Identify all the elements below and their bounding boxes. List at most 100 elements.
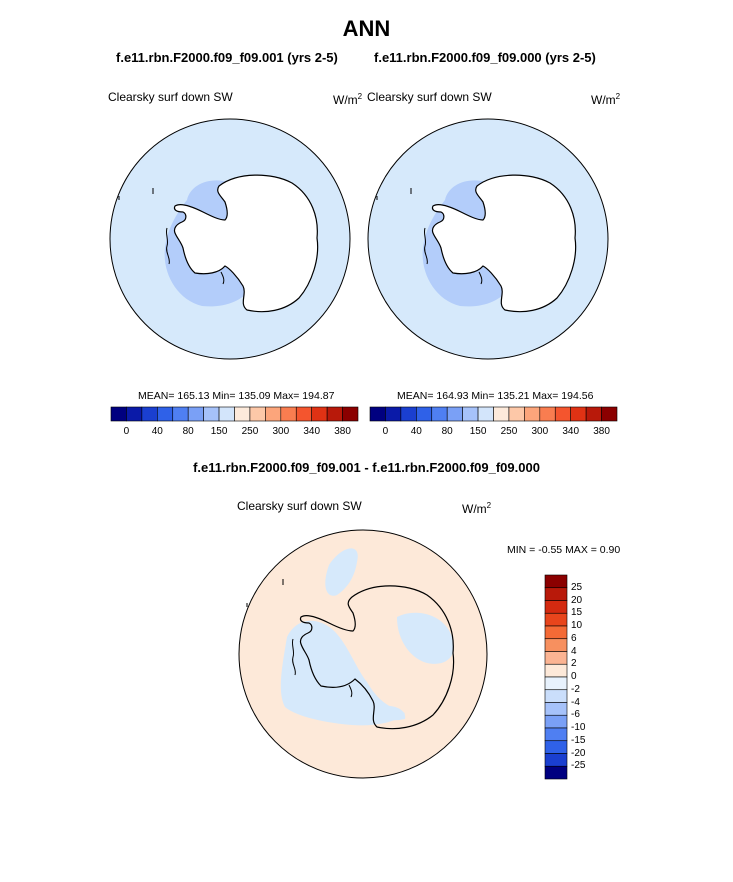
panel-2-colorbar-box	[462, 406, 479, 422]
panel-1-peninsula	[165, 227, 170, 265]
diff-title: f.e11.rbn.F2000.f09_f09.001 - f.e11.rbn.…	[193, 460, 540, 475]
panel-1-colorbar-tick-label: 250	[241, 426, 259, 437]
diff-units-base: W/m	[462, 502, 487, 516]
panel-2-colorbar-box	[570, 406, 587, 422]
panel-2-colorbar-box	[524, 406, 541, 422]
diff-colorbar-box	[544, 714, 568, 729]
panel-2-case-title: f.e11.rbn.F2000.f09_f09.000 (yrs 2-5)	[374, 50, 596, 65]
diff-colorbar-box	[544, 740, 568, 754]
panel-1-colorbar-tick-label: 0	[123, 426, 130, 437]
panel-1-island	[118, 188, 225, 285]
panel-2-colorbar-tick-label: 340	[562, 426, 580, 437]
panel-2-colorbar-labels: 0 40 80 150 250 300 340 380	[370, 426, 617, 440]
diff-colorbar-box	[544, 587, 568, 601]
panel-1-colorbar-box	[218, 406, 235, 422]
panel-2-antarctica	[431, 174, 577, 313]
panel-1-stats: MEAN= 165.13 Min= 135.09 Max= 194.87	[138, 390, 335, 402]
diff-colorbar-box	[544, 651, 568, 665]
panel-1-colorbar-box	[342, 406, 359, 422]
diff-patch-west	[280, 620, 405, 726]
diff-colorbar-tick-label: 2	[571, 658, 577, 670]
panel-2-colorbar-tick-label: 150	[469, 426, 487, 437]
diff-colorbar-box	[544, 625, 568, 640]
panel-1-colorbar-tick-label: 40	[151, 426, 163, 437]
diff-colorbar-tick-label: -10	[571, 722, 586, 733]
panel-2-colorbar-box	[369, 406, 386, 422]
diff-units-exp: 2	[486, 501, 492, 510]
panel-2-colorbar-box	[431, 406, 448, 422]
panel-2-colorbar-box	[385, 406, 402, 422]
panel-2-colorbar-box	[493, 406, 510, 422]
diff-colorbar-tick-label: 0	[571, 671, 577, 682]
diff-colorbar-tick-label: -15	[571, 734, 586, 746]
panel-1-colorbar-box	[249, 406, 266, 422]
diff-colorbar-box	[544, 702, 568, 716]
panel-1-units-exp: 2	[357, 92, 363, 101]
panel-2-colorbar-box	[585, 406, 602, 422]
diff-peninsula	[291, 638, 296, 676]
diff-colorbar-tick-label: -4	[571, 696, 580, 708]
panel-2-units-base: W/m	[591, 93, 616, 107]
panel-2-colorbar-tick-label: 40	[410, 426, 422, 437]
diff-ocean	[238, 529, 488, 779]
panel-2-colorbar-box	[508, 406, 525, 422]
panel-1-colorbar-tick-label: 340	[303, 426, 321, 437]
diff-colorbar-box	[544, 663, 568, 678]
diff-patch-south	[376, 705, 406, 721]
diff-colorbar-labels: 25 20 15 10 6 4 2 0 -2 -4 -6 -10 -15 -20 -25	[571, 575, 611, 779]
diff-colorbar-tick-label: -2	[571, 683, 580, 695]
panel-1-colorbar-box	[157, 406, 174, 422]
panel-2-colorbar-tick-label: 250	[500, 426, 518, 437]
panel-1-colorbar-box	[280, 406, 297, 422]
panel-1-colorbar-box	[326, 406, 343, 422]
diff-antarctica	[299, 585, 455, 730]
panel-2-units-label: W/m2	[591, 92, 620, 107]
diff-colorbar-box	[544, 676, 568, 691]
panel-1-colorbar-tick-label: 380	[334, 426, 351, 437]
panel-2-units-exp: 2	[615, 92, 621, 101]
diff-colorbar-box	[544, 600, 568, 614]
diff-colorbar-box	[544, 574, 568, 589]
diff-patch-north	[325, 548, 358, 596]
panel-1-colorbar-box	[187, 406, 204, 422]
panel-2-peninsula	[423, 227, 428, 265]
diff-variable-label: Clearsky surf down SW	[237, 499, 362, 513]
panel-1-variable-label: Clearsky surf down SW	[108, 90, 233, 104]
panel-2-colorbar-box	[400, 406, 417, 422]
diff-colorbar-tick-label: -20	[571, 747, 586, 759]
panel-2-colorbar-tick-label: 380	[593, 426, 610, 437]
diff-patch-east	[397, 612, 454, 664]
panel-2-colorbar-box	[416, 406, 433, 422]
diff-colorbar-box	[544, 638, 568, 652]
panel-2-colorbar-tick-label: 0	[382, 426, 389, 437]
panel-1-units-label: W/m2	[333, 92, 362, 107]
panel-2-colorbar	[369, 406, 618, 422]
panel-1-colorbar-box	[311, 406, 328, 422]
panel-2-stats: MEAN= 164.93 Min= 135.21 Max= 194.56	[397, 390, 594, 402]
diff-colorbar-box	[544, 753, 568, 767]
panel-2-colorbar-box	[446, 406, 463, 422]
panel-1-case-title: f.e11.rbn.F2000.f09_f09.001 (yrs 2-5)	[116, 50, 338, 65]
panel-1-colorbar-box	[126, 406, 143, 422]
panel-2-colorbar-box	[477, 406, 494, 422]
diff-colorbar-tick-label: -25	[571, 760, 586, 772]
panel-1-colorbar-box	[265, 406, 282, 422]
diff-colorbar-tick-label: 25	[571, 581, 583, 593]
diff-colorbar-box	[544, 612, 568, 627]
diff-colorbar-tick-label: 10	[571, 620, 583, 631]
figure-title: ANN	[342, 16, 391, 41]
panel-2-colorbar-box	[539, 406, 556, 422]
diff-island	[246, 579, 353, 698]
panel-1-colorbar-labels: 0 40 80 150 250 300 340 380	[111, 426, 358, 440]
diff-colorbar-tick-label: 4	[571, 645, 577, 657]
diff-colorbar-tick-label: 20	[571, 594, 583, 606]
diff-colorbar-box	[544, 727, 568, 742]
panel-1-colorbar-box	[234, 406, 251, 422]
diff-colorbar-box	[544, 689, 568, 703]
diff-patches	[280, 548, 454, 726]
panel-1-colorbar-tick-label: 80	[182, 426, 194, 437]
panel-2-colorbar-box	[601, 406, 618, 422]
panel-2-colorbar-tick-label: 300	[531, 426, 549, 437]
panel-1-colorbar	[110, 406, 359, 422]
diff-units-label: W/m2	[462, 501, 491, 516]
